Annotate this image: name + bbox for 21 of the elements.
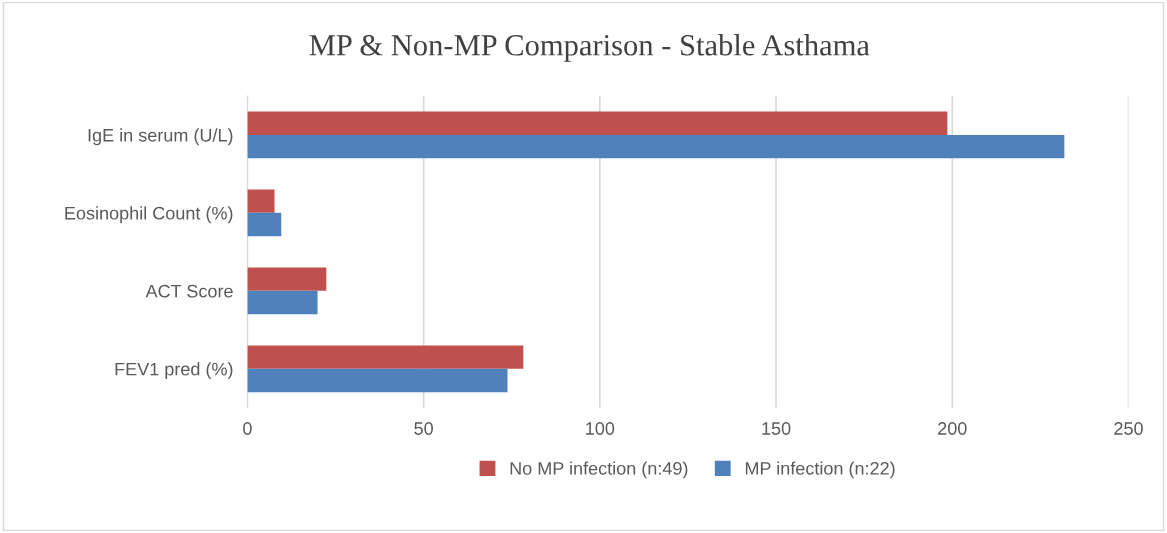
bar (247, 267, 327, 291)
x-tick-label: 50 (414, 422, 433, 435)
legend-label: No MP infection (n:49) (510, 461, 688, 479)
x-tick-label: 200 (938, 422, 967, 435)
y-tick-label: ACT Score (145, 284, 233, 298)
x-tick-label: 100 (586, 422, 615, 435)
bar (247, 212, 282, 237)
x-tick-label: 250 (1114, 422, 1143, 435)
bar (247, 189, 275, 213)
bar (247, 368, 508, 393)
y-tick-label: IgE in serum (U/L) (88, 128, 233, 146)
bar (247, 111, 948, 135)
bar (247, 290, 318, 315)
y-tick-label: Eosinophil Count (%) (65, 206, 233, 224)
chart-title: MP & Non-MP Comparison - Stable Asthama (309, 34, 870, 62)
legend-label: MP infection (n:22) (745, 461, 895, 479)
y-tick-label: FEV1 pred (%) (115, 362, 233, 380)
x-tick-label: 150 (762, 422, 791, 435)
bar (247, 134, 1065, 159)
x-tick-label: 0 (243, 422, 252, 435)
bar (247, 345, 524, 369)
